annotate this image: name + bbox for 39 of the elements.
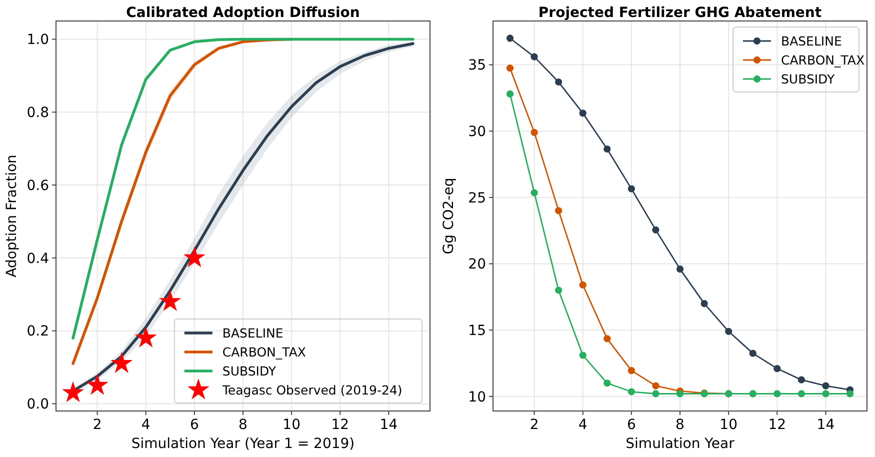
y-tick-label: 10 — [468, 389, 486, 406]
legend-label: SUBSIDY — [222, 363, 276, 378]
chart-title: Calibrated Adoption Diffusion — [126, 5, 360, 21]
x-tick-label: 12 — [768, 417, 786, 433]
y-axis-title: Adoption Fraction — [4, 154, 20, 278]
legend-label: Teagasc Observed (2019-24) — [221, 382, 402, 398]
x-tick-label: 12 — [331, 417, 350, 433]
x-tick-label: 10 — [282, 417, 300, 433]
x-tick-label: 8 — [238, 417, 248, 433]
x-tick-label: 14 — [816, 417, 835, 433]
x-tick-label: 2 — [92, 417, 102, 433]
x-tick-label: 4 — [578, 417, 588, 433]
x-axis-title: Simulation Year (Year 1 = 2019) — [131, 436, 355, 452]
x-tick-label: 6 — [626, 417, 636, 433]
y-tick-label: 15 — [468, 322, 486, 339]
y-axis-title: Gg CO2-eq — [441, 178, 457, 254]
y-tick-label: 20 — [468, 256, 486, 273]
y-tick-label: 1.0 — [26, 32, 49, 48]
x-tick-label: 6 — [190, 417, 199, 433]
x-tick-label: 4 — [141, 417, 150, 433]
y-tick-label: 30 — [468, 124, 486, 140]
x-tick-label: 10 — [720, 417, 738, 433]
legend-label: BASELINE — [222, 325, 284, 340]
x-tick-label: 2 — [530, 417, 539, 433]
x-tick-label: 14 — [380, 417, 398, 433]
legend-label: SUBSIDY — [781, 71, 835, 86]
y-tick-label: 0.8 — [26, 105, 49, 122]
y-tick-label: 0.4 — [26, 250, 50, 267]
y-tick-label: 25 — [468, 190, 486, 206]
legend-label: CARBON_TAX — [781, 52, 865, 68]
y-tick-label: 0.2 — [26, 324, 49, 340]
x-axis-title: Simulation Year — [626, 436, 735, 452]
y-tick-label: 35 — [468, 58, 486, 74]
y-tick-label: 0.6 — [26, 178, 50, 194]
x-tick-label: 8 — [676, 417, 684, 433]
legend-label: BASELINE — [781, 33, 842, 48]
chart-title: Projected Fertilizer GHG Abatement — [538, 5, 822, 21]
legend-label: CARBON_TAX — [222, 344, 306, 360]
y-tick-label: 0.0 — [26, 396, 49, 413]
